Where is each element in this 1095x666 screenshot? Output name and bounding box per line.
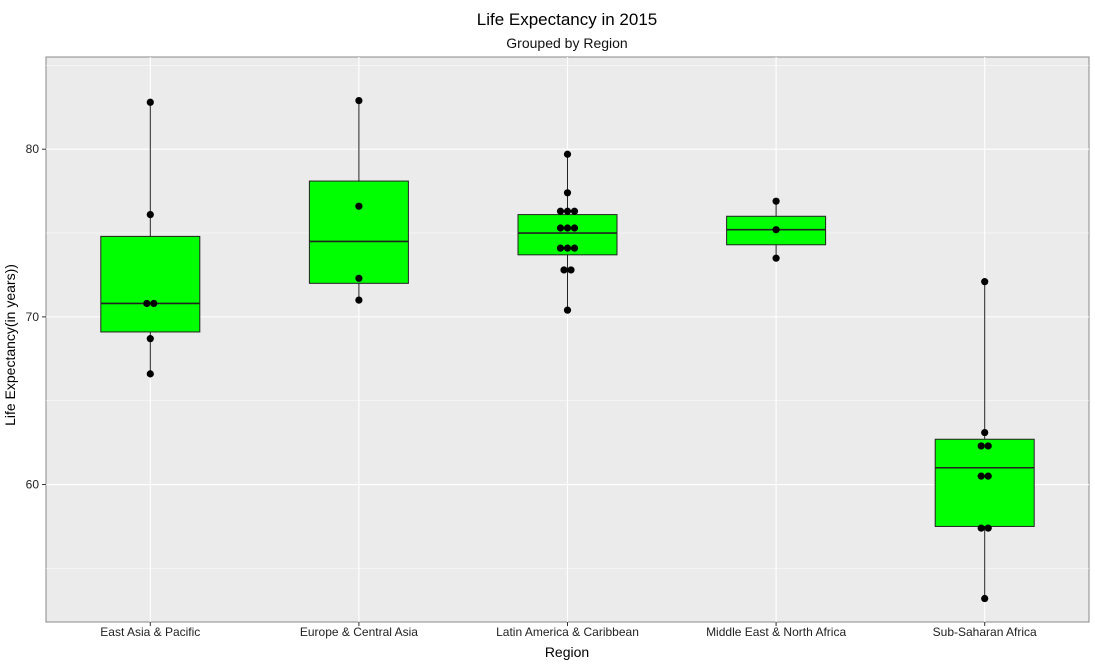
- data-point: [563, 244, 572, 252]
- data-point: [984, 442, 992, 450]
- points-layer: [143, 96, 992, 603]
- data-point: [984, 524, 992, 532]
- data-point: [772, 197, 780, 205]
- data-point: [556, 244, 565, 252]
- data-point: [146, 210, 154, 219]
- x-tick-label: Latin America & Caribbean: [496, 625, 639, 639]
- data-point: [981, 428, 989, 437]
- chart-title: Life Expectancy in 2015: [477, 10, 658, 29]
- data-point: [355, 274, 363, 282]
- y-tick-label: 80: [26, 142, 40, 156]
- y-tick-label: 60: [26, 478, 40, 492]
- data-point: [772, 254, 780, 262]
- x-tick-label: Europe & Central Asia: [300, 625, 418, 639]
- box-iqr: [308, 180, 409, 284]
- x-axis-title: Region: [545, 644, 589, 660]
- data-point: [570, 244, 579, 252]
- data-point: [563, 150, 572, 158]
- data-point: [150, 299, 158, 308]
- data-point: [146, 98, 154, 106]
- data-point: [977, 472, 985, 480]
- data-point: [563, 306, 572, 314]
- data-point: [556, 224, 565, 232]
- data-point: [981, 594, 989, 603]
- data-point: [146, 335, 154, 343]
- x-tick-label: Sub-Saharan Africa: [933, 625, 1037, 639]
- data-point: [355, 202, 363, 210]
- x-tick-label: East Asia & Pacific: [100, 625, 200, 639]
- boxes-layer: [100, 100, 1035, 599]
- data-point: [355, 296, 363, 304]
- data-point: [563, 189, 572, 197]
- data-point: [355, 96, 363, 105]
- data-point: [981, 278, 989, 286]
- data-point: [772, 226, 780, 234]
- data-point: [984, 472, 992, 480]
- data-point: [563, 207, 572, 215]
- box-group: [100, 102, 201, 374]
- data-point: [977, 524, 985, 532]
- data-point: [570, 224, 579, 232]
- data-point: [146, 370, 154, 378]
- chart-subtitle: Grouped by Region: [506, 35, 627, 51]
- box-group: [934, 281, 1035, 599]
- data-point: [560, 266, 568, 274]
- data-point: [977, 442, 985, 450]
- y-tick-label: 70: [26, 310, 40, 324]
- data-point: [570, 207, 579, 215]
- data-point: [567, 266, 575, 274]
- data-point: [143, 299, 151, 308]
- box-group: [308, 100, 409, 301]
- y-axis-title: Life Expectancy(in years)): [2, 264, 18, 426]
- x-tick-label: Middle East & North Africa: [706, 625, 846, 639]
- y-axis-ticks: 60 70 80: [26, 142, 46, 492]
- box-iqr: [100, 235, 201, 333]
- x-axis-ticks: East Asia & Pacific Europe & Central Asia…: [100, 622, 1037, 639]
- data-point: [556, 207, 565, 215]
- data-point: [563, 224, 572, 232]
- box-iqr: [934, 438, 1035, 527]
